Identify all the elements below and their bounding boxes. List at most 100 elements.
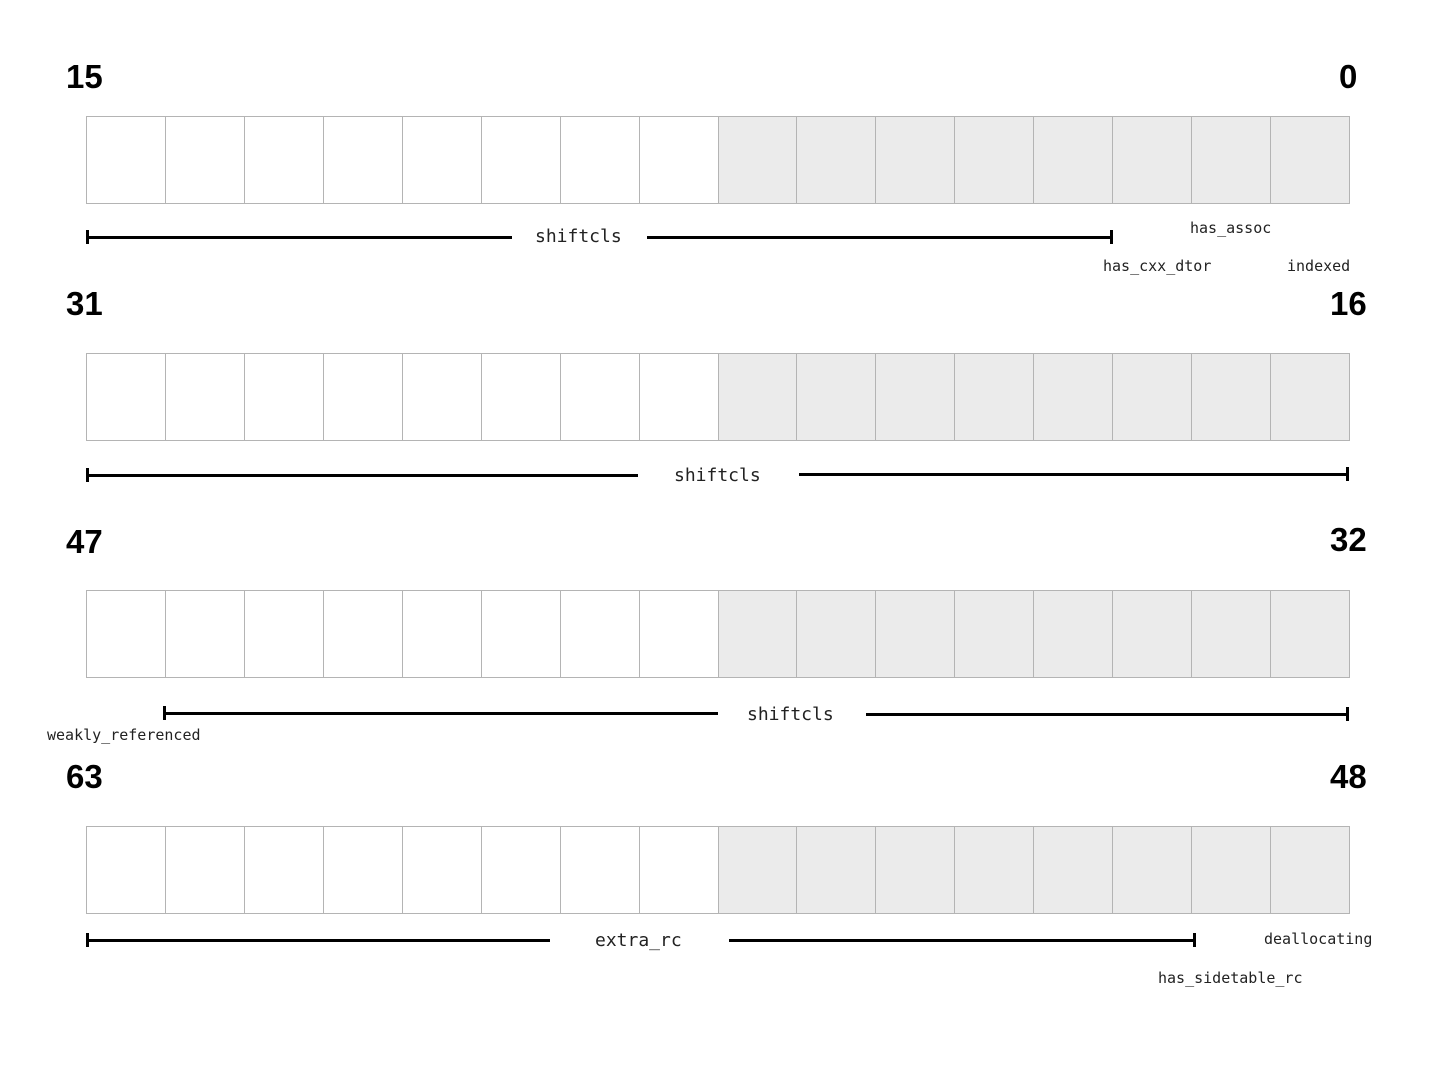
bracket-line — [866, 713, 1349, 716]
bit-cell — [1113, 827, 1193, 913]
field-label-has-assoc: has_assoc — [1190, 219, 1272, 237]
bit-cells — [86, 353, 1350, 441]
field-label-extra-rc: extra_rc — [595, 930, 682, 951]
bit-cell — [955, 354, 1035, 440]
bit-row-47-32: 47 32 shiftcls weakly_referenced — [0, 0, 1439, 743]
bit-cell — [1113, 591, 1193, 677]
bit-cell — [876, 591, 956, 677]
bit-cell — [955, 591, 1035, 677]
bracket-right-tick — [1193, 933, 1196, 947]
bit-row-31-16: 31 16 shiftcls — [0, 0, 1439, 485]
bit-cell — [876, 354, 956, 440]
bit-cell — [87, 117, 166, 203]
bit-cell — [718, 354, 798, 440]
bit-cells — [86, 116, 1350, 204]
bit-cell — [955, 827, 1035, 913]
high-bit-label: 63 — [66, 758, 103, 795]
bit-cell — [1113, 354, 1193, 440]
bracket-right-tick — [1110, 230, 1113, 244]
bit-cell — [876, 117, 956, 203]
low-bit-label: 16 — [1330, 285, 1367, 322]
bit-cell — [482, 827, 561, 913]
bit-cell — [718, 591, 798, 677]
bit-cell — [1034, 354, 1114, 440]
bit-cell — [1034, 827, 1114, 913]
bit-row-15-0: 15 0 shiftcls has_assoc has_cxx_dtor ind… — [0, 0, 1439, 274]
bit-cell — [1271, 117, 1349, 203]
bit-cell — [718, 117, 798, 203]
bit-cell — [1113, 117, 1193, 203]
bracket-line — [86, 474, 638, 477]
bit-cell — [403, 591, 482, 677]
bit-cell — [482, 117, 561, 203]
bit-cell — [1192, 354, 1272, 440]
bit-cell — [1192, 591, 1272, 677]
bit-cell — [87, 827, 166, 913]
bit-cell — [245, 591, 324, 677]
bit-cell — [1192, 827, 1272, 913]
field-label-shiftcls: shiftcls — [747, 704, 834, 725]
low-bit-label: 0 — [1339, 58, 1358, 95]
bit-cell — [87, 591, 166, 677]
bit-cell — [640, 117, 719, 203]
bit-cell — [166, 827, 245, 913]
bit-cell — [640, 591, 719, 677]
bracket-right-tick — [1346, 707, 1349, 721]
high-bit-label: 31 — [66, 285, 103, 322]
bracket-line — [647, 236, 1113, 239]
bit-cells — [86, 590, 1350, 678]
bit-cell — [1271, 354, 1349, 440]
bit-cell — [166, 591, 245, 677]
bit-cell — [166, 354, 245, 440]
bit-cell — [1034, 117, 1114, 203]
bit-cell — [718, 827, 798, 913]
bit-cell — [403, 117, 482, 203]
bracket-line — [86, 939, 550, 942]
bit-cell — [324, 591, 403, 677]
field-label-shiftcls: shiftcls — [535, 226, 622, 247]
bit-cell — [482, 354, 561, 440]
bracket-line — [729, 939, 1196, 942]
bit-cell — [245, 827, 324, 913]
field-label-has-sidetable-rc: has_sidetable_rc — [1158, 969, 1303, 987]
bit-cell — [324, 827, 403, 913]
bit-cell — [87, 354, 166, 440]
bit-cell — [561, 354, 640, 440]
bit-cell — [482, 591, 561, 677]
bit-cell — [403, 354, 482, 440]
bit-cell — [640, 354, 719, 440]
bit-cell — [1271, 827, 1349, 913]
bit-cell — [166, 117, 245, 203]
bit-cell — [561, 117, 640, 203]
bit-cell — [245, 354, 324, 440]
high-bit-label: 15 — [66, 58, 103, 95]
field-label-indexed: indexed — [1287, 257, 1351, 275]
bit-cell — [561, 827, 640, 913]
field-label-deallocating: deallocating — [1264, 930, 1373, 948]
field-label-weakly-referenced: weakly_referenced — [47, 726, 201, 744]
bit-cell — [797, 827, 877, 913]
high-bit-label: 47 — [66, 523, 103, 560]
bit-cell — [797, 117, 877, 203]
bit-cell — [955, 117, 1035, 203]
bit-row-63-48: 63 48 extra_rc deallocating has_sidetabl… — [0, 0, 1439, 986]
bracket-line — [799, 473, 1349, 476]
bit-cell — [797, 354, 877, 440]
bit-cell — [1034, 591, 1114, 677]
bit-cells — [86, 826, 1350, 914]
bit-cell — [797, 591, 877, 677]
bracket-line — [163, 712, 718, 715]
field-label-has-cxx-dtor: has_cxx_dtor — [1103, 257, 1212, 275]
low-bit-label: 48 — [1330, 758, 1367, 795]
bit-cell — [876, 827, 956, 913]
bit-cell — [1192, 117, 1272, 203]
bracket-line — [86, 236, 512, 239]
bit-cell — [324, 354, 403, 440]
bit-cell — [640, 827, 719, 913]
bracket-right-tick — [1346, 467, 1349, 481]
bit-cell — [1271, 591, 1349, 677]
low-bit-label: 32 — [1330, 521, 1367, 558]
bit-cell — [324, 117, 403, 203]
bit-cell — [561, 591, 640, 677]
bit-cell — [403, 827, 482, 913]
